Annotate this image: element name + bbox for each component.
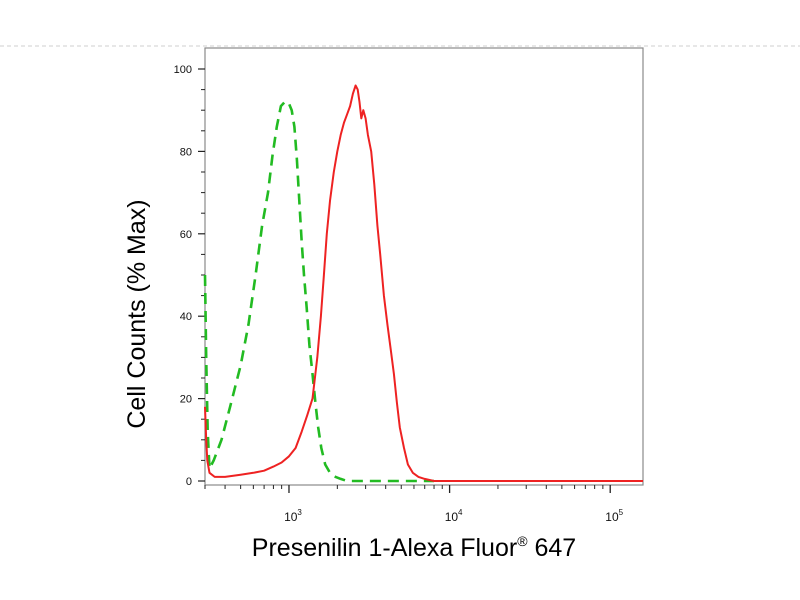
y-tick-label: 40 bbox=[180, 311, 192, 323]
x-tick-label-base: 10 bbox=[605, 510, 619, 524]
y-tick-label: 60 bbox=[180, 229, 192, 241]
x-tick-label: 103 bbox=[284, 508, 302, 524]
y-tick-label: 80 bbox=[180, 146, 192, 158]
y-tick-label: 20 bbox=[180, 394, 192, 406]
plot-frame bbox=[204, 47, 644, 486]
y-tick-label: 100 bbox=[174, 64, 192, 76]
y-axis-title: Cell Counts (% Max) bbox=[123, 199, 151, 428]
x-axis-title: Presenilin 1-Alexa Fluor® 647 bbox=[252, 533, 576, 562]
x-axis: 103 104 105 bbox=[204, 485, 624, 524]
x-tick-label-exponent: 4 bbox=[458, 508, 463, 517]
sample-histogram-line bbox=[204, 84, 643, 482]
x-tick-label-exponent: 3 bbox=[297, 508, 302, 517]
series-layer bbox=[203, 84, 643, 483]
y-tick-label: 0 bbox=[186, 476, 192, 488]
control-histogram-line bbox=[203, 100, 434, 483]
x-tick-label-base: 10 bbox=[284, 510, 298, 524]
x-axis-title-main: Presenilin 1-Alexa Fluor bbox=[252, 534, 517, 562]
x-tick-label-exponent: 5 bbox=[619, 508, 624, 517]
x-tick-label: 105 bbox=[605, 508, 623, 524]
y-axis: 0 20 40 60 80 100 bbox=[174, 64, 205, 488]
x-axis-title-registered-mark: ® bbox=[517, 533, 528, 549]
x-tick-label-base: 10 bbox=[445, 510, 459, 524]
x-axis-title-suffix: 647 bbox=[528, 534, 577, 562]
x-tick-label: 104 bbox=[445, 508, 463, 524]
